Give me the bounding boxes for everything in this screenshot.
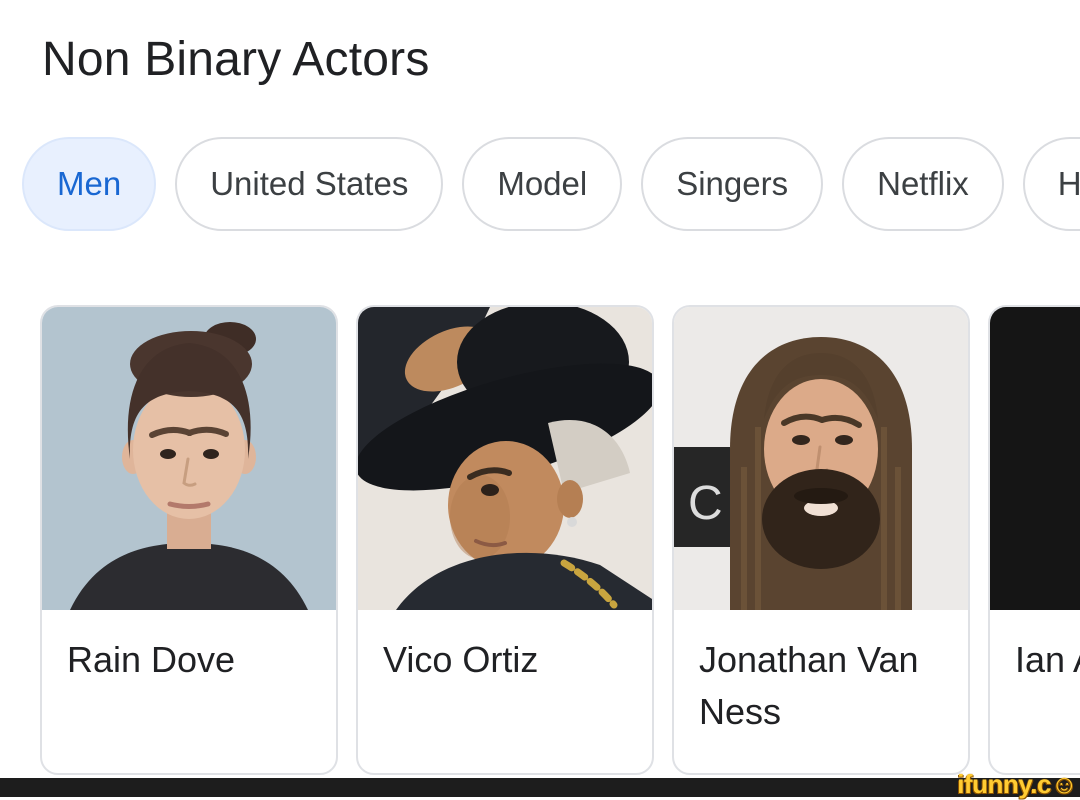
actor-card-ian-alexander[interactable]: Ian Alexander — [988, 305, 1080, 775]
filter-chip-netflix[interactable]: Netflix — [842, 137, 1004, 231]
chip-label: Hollywood — [1057, 165, 1080, 202]
actor-card-jonathan-van-ness[interactable]: C Jonathan Van Ness — [672, 305, 970, 775]
background-sign-letter: C — [688, 477, 723, 530]
chip-label: Men — [57, 165, 122, 202]
filter-chip-row: Men United States Model Singers Netflix … — [22, 137, 1080, 231]
actor-name: Vico Ortiz — [383, 639, 539, 680]
vico-ortiz-photo — [358, 307, 652, 610]
filter-chip-singers[interactable]: Singers — [641, 137, 824, 231]
filter-chip-united-states[interactable]: United States — [175, 137, 444, 231]
chip-label: United States — [210, 165, 409, 202]
filter-chip-model[interactable]: Model — [462, 137, 623, 231]
ian-alexander-photo — [990, 307, 1080, 610]
filter-chip-men[interactable]: Men — [22, 137, 157, 231]
actor-card-carousel: Rain Dove Vico Ort — [40, 305, 1080, 775]
jonathan-van-ness-photo: C — [674, 307, 968, 610]
bottom-bar — [0, 778, 1080, 797]
actor-name: Jonathan Van Ness — [699, 639, 919, 732]
chip-label: Singers — [676, 165, 789, 202]
chip-label: Netflix — [877, 165, 969, 202]
actor-name: Ian Alexander — [1015, 639, 1080, 680]
rain-dove-photo — [42, 307, 336, 610]
smiley-icon: ☺ — [1050, 769, 1078, 799]
chip-label: Model — [497, 165, 588, 202]
actor-name: Rain Dove — [67, 639, 236, 680]
page-title: Non Binary Actors — [42, 33, 430, 86]
actor-card-vico-ortiz[interactable]: Vico Ortiz — [356, 305, 654, 775]
ifunny-watermark-text: ifunny.c — [957, 769, 1051, 799]
ifunny-watermark: ifunny.c☺ — [957, 769, 1077, 800]
filter-chip-hollywood[interactable]: Hollywood — [1022, 137, 1080, 231]
actor-card-rain-dove[interactable]: Rain Dove — [40, 305, 338, 775]
